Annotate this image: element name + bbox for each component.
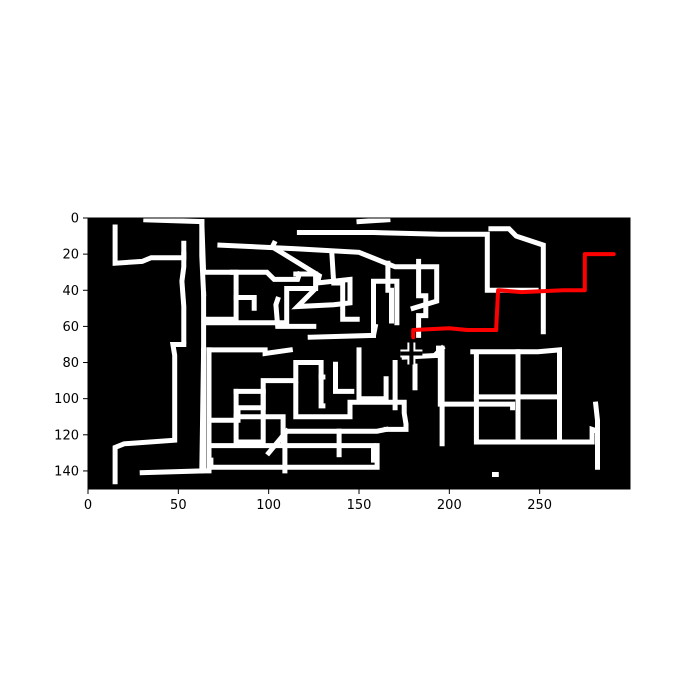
maze-wall <box>206 360 326 423</box>
maze-wall <box>416 258 429 338</box>
y-tick-label: 80 <box>62 356 79 371</box>
y-tick-label: 120 <box>54 428 79 443</box>
maze-wall <box>199 219 207 297</box>
maze-wall <box>356 218 391 225</box>
y-tick-label: 140 <box>54 464 79 479</box>
maze-wall <box>385 260 394 324</box>
maze-wall <box>139 347 207 476</box>
maze-wall <box>273 296 317 329</box>
maze-wall <box>356 347 389 402</box>
y-tick-label: 60 <box>62 320 79 335</box>
maze-wall <box>265 427 291 457</box>
maze-wall <box>488 226 546 335</box>
maze-wall <box>296 230 539 293</box>
maze-wall <box>179 251 187 344</box>
y-tick-label: 100 <box>54 392 79 407</box>
maze-wall <box>202 286 319 326</box>
maze-wall <box>371 278 400 338</box>
maze-wall <box>269 239 353 310</box>
maze-wall <box>230 269 303 282</box>
maze-wall <box>112 342 187 485</box>
start-marker <box>400 342 423 365</box>
maze-wall <box>333 361 355 394</box>
y-tick-label: 0 <box>71 212 79 227</box>
y-tick-label: 20 <box>62 248 79 263</box>
maze-wall <box>201 291 294 474</box>
x-tick-label: 150 <box>347 498 372 513</box>
y-axis: 0 20 40 60 80 100 120 140 <box>54 212 88 479</box>
maze-wall <box>217 242 440 312</box>
x-axis: 0 50 100 150 200 250 <box>84 489 552 513</box>
x-tick-label: 50 <box>170 498 187 513</box>
maze-wall <box>293 381 409 432</box>
maze-wall <box>318 374 326 409</box>
maze-wall <box>329 251 360 322</box>
maze-wall <box>592 401 600 463</box>
maze-wall <box>282 426 390 434</box>
x-tick-label: 200 <box>437 498 462 513</box>
maze-wall <box>206 443 380 470</box>
y-tick-label: 40 <box>62 284 79 299</box>
x-tick-label: 100 <box>256 498 281 513</box>
plot-area <box>87 217 631 490</box>
maze-wall <box>433 344 446 358</box>
solution-path <box>411 252 616 340</box>
maze-wall <box>401 352 516 411</box>
maze-walls <box>112 218 600 485</box>
x-tick-label: 0 <box>84 498 92 513</box>
x-tick-label: 250 <box>527 498 552 513</box>
